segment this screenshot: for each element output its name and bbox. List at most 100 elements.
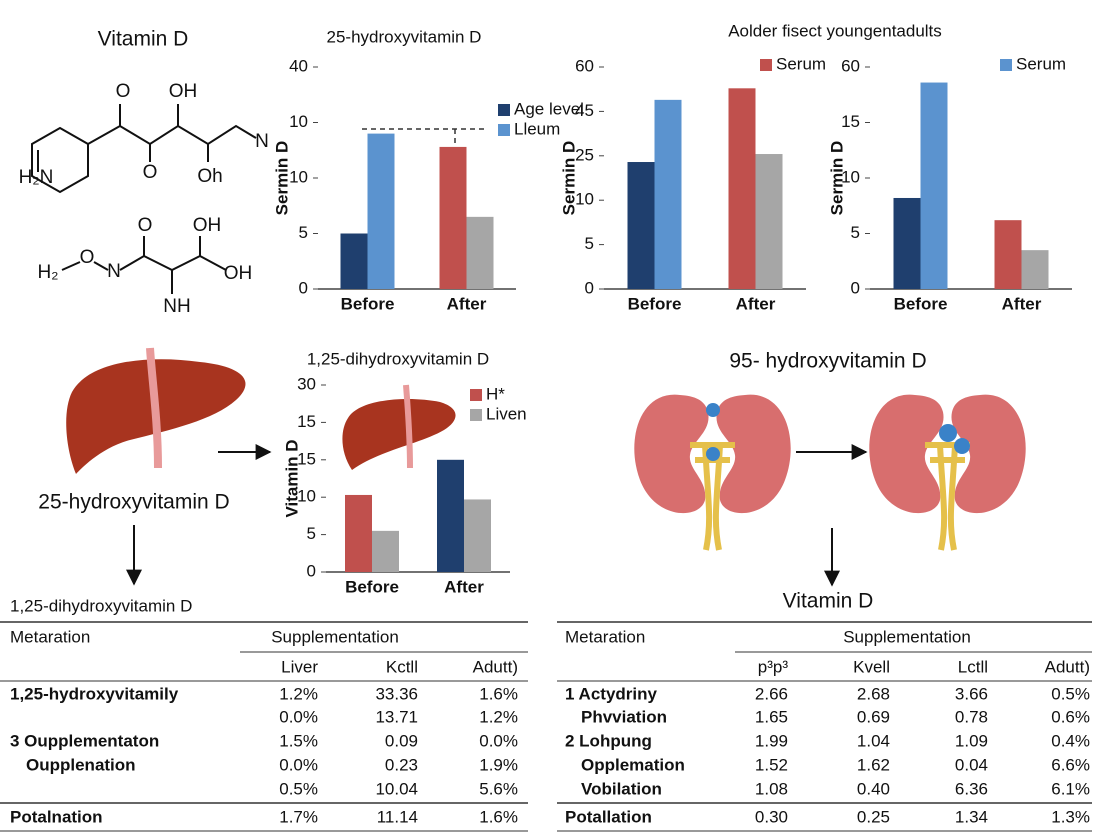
table-cell: 0.30: [755, 807, 788, 826]
y-tick-label: 0: [851, 278, 860, 297]
bar: [893, 197, 921, 289]
row-label: Vobilation: [581, 779, 662, 798]
table-cell: 6.36: [955, 779, 988, 798]
atom-label: NH: [163, 296, 190, 317]
table-cell: 1.7%: [279, 807, 318, 826]
bar: [367, 133, 395, 289]
legend-label: Liven: [486, 404, 527, 423]
atom-label: O: [80, 247, 95, 268]
y-axis-title: Sermin D: [827, 141, 846, 216]
row-label: 1 Actydriny: [565, 684, 658, 703]
bar: [439, 146, 467, 289]
column-header: p³p³: [758, 657, 789, 676]
table-cell: 0.0%: [279, 755, 318, 774]
chart-title: 25-hydroxyvitamin D: [327, 27, 482, 46]
table-cell: 0.0%: [279, 707, 318, 726]
table-cell: 1.3%: [1051, 807, 1090, 826]
row-label: Potalnation: [10, 807, 103, 826]
table-cell: 0.23: [385, 755, 418, 774]
table-cell: 0.5%: [279, 779, 318, 798]
y-tick-label: 0: [299, 278, 308, 297]
legend-swatch: [1000, 59, 1012, 71]
bar: [345, 494, 372, 572]
column-header: Lctll: [958, 657, 988, 676]
y-tick-label: 15: [297, 412, 316, 431]
table-cell: 1.09: [955, 731, 988, 750]
y-tick-label: 45: [575, 101, 594, 120]
liver-caption: 25-hydroxyvitamin D: [38, 491, 229, 514]
bar: [654, 99, 682, 289]
annotation-line: [362, 128, 486, 147]
x-tick-label: Before: [341, 294, 395, 313]
legend-swatch: [470, 389, 482, 401]
atom-label: H₂: [37, 262, 58, 283]
x-tick-label: Before: [345, 577, 399, 596]
legend-label: Serum: [776, 54, 826, 73]
bar: [464, 499, 491, 572]
y-tick-label: 30: [297, 374, 316, 393]
atom-label: OH: [224, 263, 253, 284]
table-cell: 6.6%: [1051, 755, 1090, 774]
bar: [728, 88, 756, 289]
table-cell: 1.6%: [479, 684, 518, 703]
table-cell: 0.04: [955, 755, 988, 774]
table-cell: 0.5%: [1051, 684, 1090, 703]
row-label: 1,25-hydroxyvitamily: [10, 684, 179, 703]
y-tick-label: 60: [841, 56, 860, 75]
table-cell: 0.09: [385, 731, 418, 750]
column-header: Adutt): [473, 657, 518, 676]
bar: [627, 162, 655, 289]
bar: [994, 220, 1022, 289]
y-tick-label: 5: [851, 223, 860, 242]
y-tick-label: 10: [289, 112, 308, 131]
x-tick-label: After: [1002, 294, 1042, 313]
row-label: 2 Lohpung: [565, 731, 652, 750]
table-group-header: Supplementation: [843, 627, 971, 646]
table-cell: 5.6%: [479, 779, 518, 798]
bar: [372, 530, 399, 572]
table-group-header: Supplementation: [271, 627, 399, 646]
table-cell: 1.65: [755, 707, 788, 726]
kidney-illustration: [634, 394, 1026, 551]
y-tick-label: 0: [585, 278, 594, 297]
legend-swatch: [498, 104, 510, 116]
table-cell: 1.99: [755, 731, 788, 750]
table-cell: 0.0%: [479, 731, 518, 750]
table-cell: 0.25: [857, 807, 890, 826]
atom-label: OH: [193, 215, 222, 236]
x-tick-label: After: [447, 294, 487, 313]
y-tick-label: 10: [841, 167, 860, 186]
table-cell: 13.71: [375, 707, 418, 726]
table-cell: 6.1%: [1051, 779, 1090, 798]
table-cell: 1.04: [857, 731, 890, 750]
chart-title: 1,25-dihydroxyvitamin D: [307, 349, 489, 368]
table-cell: 1.62: [857, 755, 890, 774]
atom-label: N: [255, 131, 269, 152]
row-label: Oupplenation: [26, 755, 136, 774]
row-label: 3 Oupplementaton: [10, 731, 159, 750]
atom-label: OH: [169, 81, 198, 102]
atom-label: Oh: [197, 166, 222, 187]
atom-label: O: [143, 162, 158, 183]
y-axis-title: Sermin D: [559, 141, 578, 216]
atom-label: O: [116, 81, 131, 102]
y-tick-label: 10: [289, 167, 308, 186]
y-tick-label: 25: [575, 145, 594, 164]
table-cell: 0.4%: [1051, 731, 1090, 750]
bar: [466, 216, 494, 289]
y-axis-title: Sermin D: [272, 141, 291, 216]
y-tick-label: 15: [297, 449, 316, 468]
bar: [437, 459, 464, 572]
bar: [1021, 250, 1049, 289]
y-tick-label: 0: [307, 561, 316, 580]
y-tick-label: 15: [841, 112, 860, 131]
table-cell: 1.9%: [479, 755, 518, 774]
y-tick-label: 10: [297, 487, 316, 506]
legend-swatch: [470, 409, 482, 421]
y-tick-label: 40: [289, 56, 308, 75]
table-cell: 2.68: [857, 684, 890, 703]
table-cell: 11.14: [377, 807, 418, 826]
legend-label: Age level: [514, 99, 584, 118]
table-header: Metaration: [565, 627, 645, 646]
table-cell: 2.66: [755, 684, 788, 703]
